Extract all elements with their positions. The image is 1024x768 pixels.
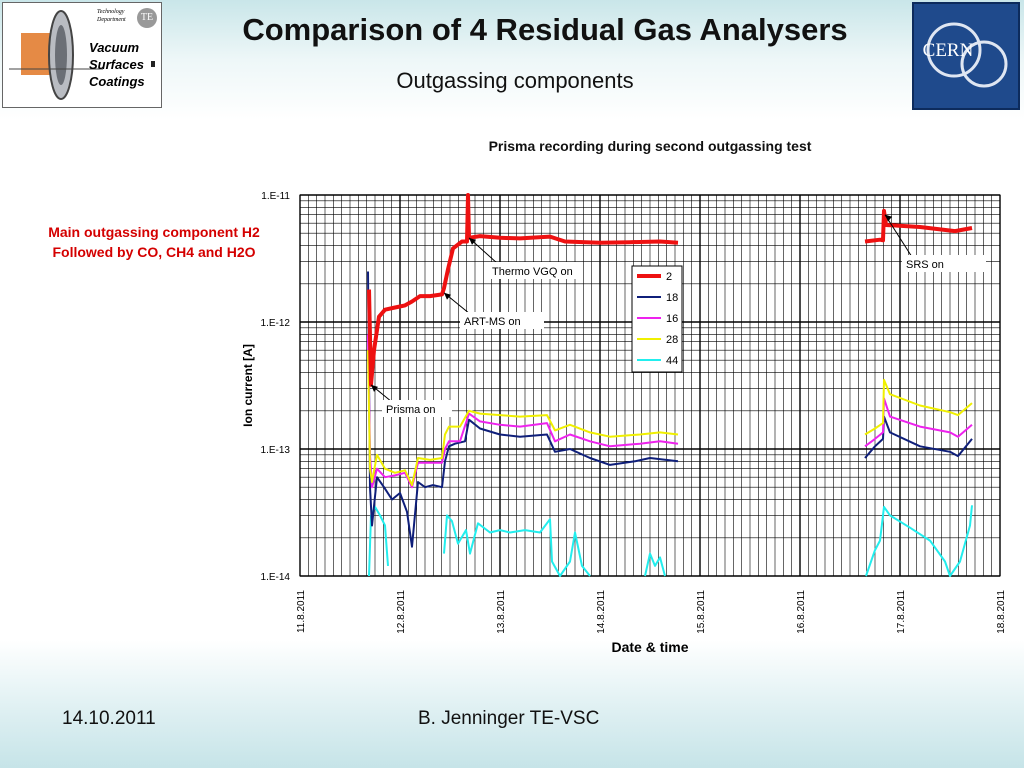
y-tick-label: 1.E-13 — [261, 445, 291, 456]
annotation-label: SRS on — [906, 259, 944, 271]
series-line-44 — [443, 514, 591, 577]
legend-label: 18 — [666, 292, 678, 304]
logo-small-text: Technology Department — [97, 9, 126, 23]
note-line-2: Followed by CO, CH4 and H2O — [52, 244, 256, 260]
annotation-box — [460, 312, 544, 329]
x-tick-label: 13.8.2011 — [496, 590, 507, 634]
series-line-18 — [367, 271, 679, 548]
series-line-16 — [864, 397, 973, 448]
series-line-28 — [864, 378, 973, 436]
x-tick-label: 14.8.2011 — [596, 590, 607, 634]
y-tick-label: 1.E-12 — [261, 318, 291, 329]
svg-text:CERN: CERN — [923, 40, 974, 61]
cern-rings-icon: CERN — [923, 22, 1008, 88]
annotation-arrowhead — [469, 237, 476, 245]
series-line-2 — [367, 193, 679, 387]
vsc-logo: Technology Department TE Vacuum Surfaces… — [2, 2, 162, 108]
legend-label: 28 — [666, 334, 678, 346]
x-tick-label: 11.8.2011 — [296, 590, 307, 633]
te-badge: TE — [137, 8, 157, 28]
annotation-box — [902, 255, 986, 272]
annotation-arrowhead — [885, 214, 892, 222]
annotation-label: ART-MS on — [464, 316, 521, 328]
flange-icon — [9, 10, 155, 100]
series-line-28 — [367, 350, 679, 487]
legend-label: 2 — [666, 271, 672, 283]
x-tick-label: 18.8.2011 — [996, 590, 1007, 634]
annotation-arrowhead — [371, 384, 378, 392]
annotation-box — [488, 262, 580, 279]
slide-subtitle: Outgassing components — [396, 68, 634, 93]
y-tick-label: 1.E-14 — [261, 572, 291, 583]
annotation-box — [382, 400, 452, 417]
annotation-arrowhead — [444, 292, 451, 300]
legend-label: 44 — [666, 355, 678, 367]
legend-label: 16 — [666, 313, 678, 325]
series-line-18 — [864, 415, 973, 459]
x-tick-label: 16.8.2011 — [796, 590, 807, 634]
series-line-2 — [864, 208, 973, 244]
series-line-44 — [644, 552, 666, 577]
chart-title: Prisma recording during second outgassin… — [488, 138, 812, 154]
x-tick-label: 12.8.2011 — [396, 590, 407, 634]
slide-title: Comparison of 4 Residual Gas Analysers — [242, 12, 848, 47]
footer-author: B. Jenninger TE-VSC — [418, 708, 600, 729]
series-line-44 — [368, 505, 389, 577]
series-line-44 — [865, 505, 973, 577]
x-axis-label: Date & time — [611, 639, 688, 655]
note-line-1: Main outgassing component H2 — [48, 224, 260, 240]
y-tick-label: 1.E-11 — [261, 191, 290, 202]
x-tick-label: 17.8.2011 — [896, 590, 907, 634]
annotation-label: Thermo VGQ on — [492, 266, 573, 278]
x-tick-label: 15.8.2011 — [696, 590, 707, 634]
y-axis-label: Ion current [A] — [241, 344, 255, 427]
cern-logo: CERN — [912, 2, 1020, 110]
annotation-label: Prisma on — [386, 404, 436, 416]
footer-date: 14.10.2011 — [62, 708, 156, 729]
logo-text: Vacuum Surfaces Coatings — [89, 40, 145, 89]
outgassing-note: Main outgassing component H2 Followed by… — [14, 222, 294, 262]
annotation-arrow — [884, 214, 913, 258]
series-line-16 — [367, 334, 679, 489]
